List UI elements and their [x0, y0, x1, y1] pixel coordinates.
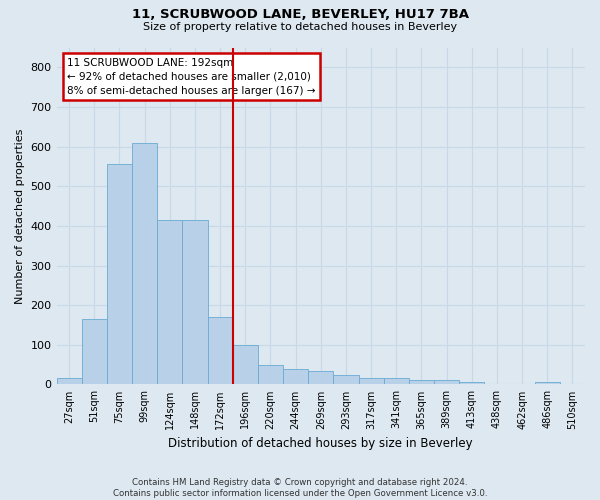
Bar [107, 164, 132, 384]
Bar [208, 317, 233, 384]
Bar [233, 345, 258, 385]
Text: 11, SCRUBWOOD LANE, BEVERLEY, HU17 7BA: 11, SCRUBWOOD LANE, BEVERLEY, HU17 7BA [131, 8, 469, 20]
X-axis label: Distribution of detached houses by size in Beverley: Distribution of detached houses by size … [169, 437, 473, 450]
Bar [157, 220, 182, 384]
Text: Size of property relative to detached houses in Beverley: Size of property relative to detached ho… [143, 22, 457, 32]
Bar [56, 378, 82, 384]
Bar [182, 220, 208, 384]
Bar [459, 382, 484, 384]
Bar [535, 382, 560, 384]
Text: 11 SCRUBWOOD LANE: 192sqm
← 92% of detached houses are smaller (2,010)
8% of sem: 11 SCRUBWOOD LANE: 192sqm ← 92% of detac… [67, 58, 316, 96]
Bar [383, 378, 409, 384]
Bar [359, 378, 383, 384]
Bar [409, 380, 434, 384]
Bar [82, 319, 107, 384]
Bar [334, 374, 359, 384]
Bar [258, 364, 283, 384]
Bar [308, 370, 334, 384]
Bar [132, 142, 157, 384]
Y-axis label: Number of detached properties: Number of detached properties [15, 128, 25, 304]
Bar [434, 380, 459, 384]
Text: Contains HM Land Registry data © Crown copyright and database right 2024.
Contai: Contains HM Land Registry data © Crown c… [113, 478, 487, 498]
Bar [283, 368, 308, 384]
